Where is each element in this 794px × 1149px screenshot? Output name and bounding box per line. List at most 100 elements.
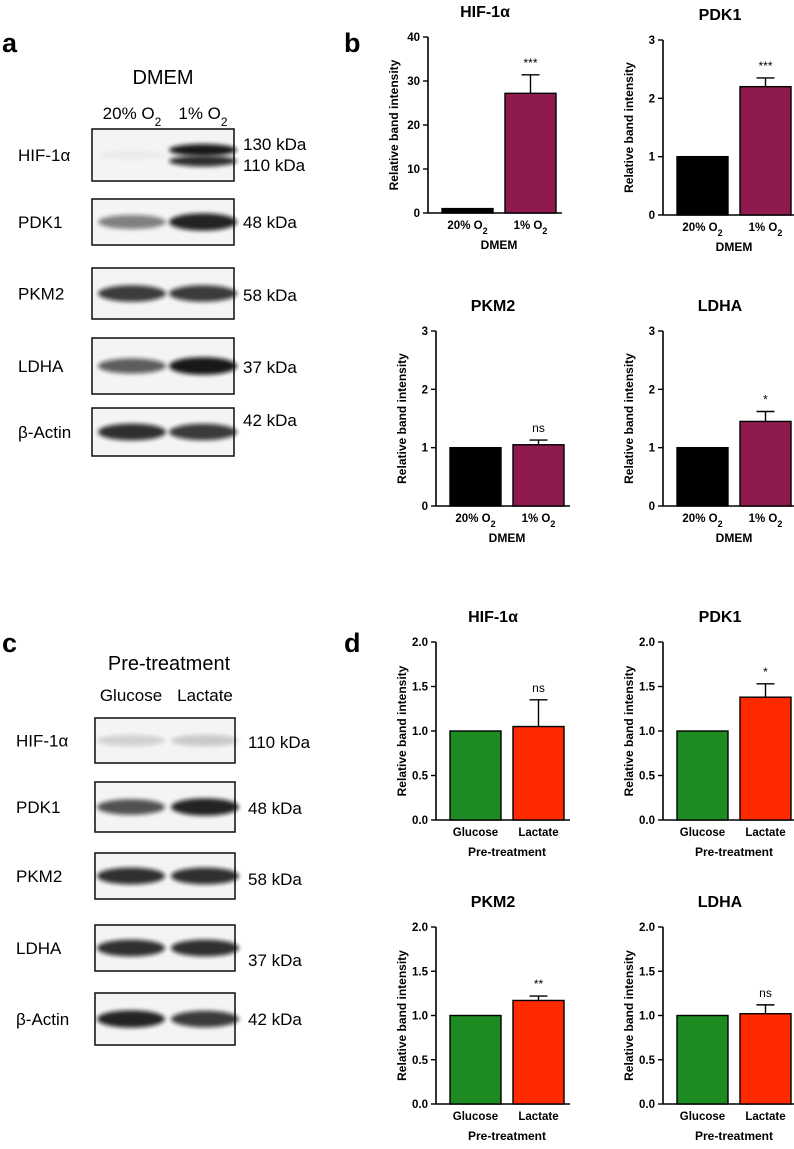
protein-band	[97, 1010, 165, 1028]
chart-title: HIF-1α	[468, 609, 518, 626]
protein-band	[171, 867, 239, 885]
x-tick-label: Glucose	[680, 827, 725, 839]
bar	[739, 420, 792, 507]
protein-band	[98, 358, 166, 374]
bar-chart: HIF-1α Relative band intensity 0.0 0.5 1.0 1.…	[395, 609, 570, 859]
x-tick-label: 1% O2	[514, 220, 548, 236]
bar-chart: LDHA Relative band intensity 0 1 2 3 20% O2 1% …	[622, 298, 794, 545]
blot-protein-label: HIF-1α	[16, 732, 69, 751]
blot-protein-label: β-Actin	[18, 423, 71, 442]
x-tick-label: Lactate	[518, 1111, 558, 1123]
blot-heading: DMEM	[132, 67, 193, 89]
blot-protein-label: HIF-1α	[18, 146, 71, 165]
y-tick-label: 2.0	[412, 922, 428, 934]
x-tick-label: Glucose	[680, 1111, 725, 1123]
blot-protein-label: PDK1	[18, 213, 62, 232]
y-axis-label: Relative band intensity	[395, 950, 409, 1081]
y-axis-label: Relative band intensity	[387, 59, 401, 190]
x-tick-subscript: 2	[542, 226, 547, 236]
y-tick-label: 1	[649, 152, 656, 164]
x-axis-label: Pre-treatment	[695, 845, 773, 859]
y-tick-label: 0	[414, 208, 420, 220]
y-axis-label: Relative band intensity	[622, 950, 636, 1081]
y-tick-label: 2.0	[639, 637, 655, 649]
y-tick-label: 0.5	[412, 771, 429, 783]
y-tick-label: 0.0	[412, 1099, 428, 1111]
panel-letter-b: b	[344, 28, 361, 58]
x-tick-label: 1% O2	[749, 513, 783, 529]
bar	[512, 999, 565, 1105]
protein-band	[98, 423, 166, 441]
x-tick-label: 1% O2	[522, 513, 556, 529]
y-axis-label: Relative band intensity	[622, 353, 636, 484]
y-tick-label: 1.5	[412, 682, 429, 694]
protein-band	[171, 1010, 239, 1028]
bar-chart: PKM2 Relative band intensity 0.0 0.5 1.0 1.5 2…	[395, 894, 570, 1143]
y-tick-label: 1.5	[639, 682, 656, 694]
blot-panel-a: DMEM 20% O2 1% O2 HIF-1α 130 kDa 110 kDa PDK1 4…	[18, 67, 307, 457]
y-axis-label: Relative band intensity	[395, 665, 409, 796]
y-tick-label: 1.0	[639, 1011, 655, 1023]
x-tick-subscript: 2	[550, 519, 555, 529]
significance-label: *	[763, 393, 768, 407]
protein-band	[169, 285, 237, 302]
x-tick-label: 20% O2	[455, 513, 495, 529]
x-tick-subscript: 2	[777, 228, 782, 238]
protein-band	[169, 357, 237, 375]
molecular-weight-label: 110 kDa	[248, 733, 311, 752]
y-tick-label: 1	[649, 443, 656, 455]
blot-row: PKM2 58 kDa	[18, 267, 297, 320]
protein-band	[97, 939, 165, 957]
x-tick-subscript: 2	[718, 519, 723, 529]
x-tick-subscript: 2	[483, 226, 488, 236]
x-tick-label: Glucose	[453, 827, 498, 839]
bar	[449, 446, 502, 507]
y-tick-label: 2	[649, 384, 655, 396]
y-tick-label: 1.5	[639, 966, 656, 978]
panel-letter-c: c	[2, 628, 17, 658]
y-tick-label: 2	[649, 93, 655, 105]
blot-protein-label: PDK1	[16, 798, 60, 817]
bar	[676, 155, 729, 216]
significance-label: ***	[523, 56, 537, 70]
bar	[676, 730, 729, 821]
y-tick-label: 1.5	[412, 966, 429, 978]
blot-panel-c: Pre-treatment Glucose Lactate HIF-1α 110 kDa…	[16, 653, 311, 1046]
lane-condition-label: Lactate	[177, 686, 233, 705]
blot-protein-label: LDHA	[16, 939, 62, 958]
protein-band	[171, 734, 239, 747]
lane-condition-label: 1% O2	[178, 104, 228, 129]
protein-band	[98, 285, 166, 302]
x-tick-label: Glucose	[453, 1111, 498, 1123]
lane-condition-subscript: 2	[221, 115, 228, 129]
bar	[441, 207, 494, 214]
y-tick-label: 1.0	[412, 726, 428, 738]
protein-band	[98, 150, 166, 160]
significance-label: ***	[758, 59, 772, 73]
bar-chart: HIF-1α Relative band intensity 0 10 20 30 40 20…	[387, 4, 562, 252]
y-tick-label: 3	[649, 35, 655, 47]
bar-chart: LDHA Relative band intensity 0.0 0.5 1.0 1.5 2…	[622, 894, 794, 1143]
molecular-weight-label: 58 kDa	[248, 870, 302, 889]
significance-label: ns	[532, 421, 545, 435]
significance-label: ns	[532, 681, 545, 695]
western-blot-layer: DMEM 20% O2 1% O2 HIF-1α 130 kDa 110 kDa PDK1 4…	[16, 67, 311, 1046]
y-tick-label: 1.0	[412, 1011, 428, 1023]
y-tick-label: 30	[407, 76, 420, 88]
y-tick-label: 1.0	[639, 726, 655, 738]
y-tick-label: 0.5	[412, 1055, 429, 1067]
x-tick-subscript: 2	[491, 519, 496, 529]
significance-label: *	[763, 665, 768, 679]
chart-title: PKM2	[471, 894, 516, 911]
molecular-weight-label: 37 kDa	[243, 358, 297, 377]
molecular-weight-label: 37 kDa	[248, 951, 302, 970]
bar	[512, 725, 565, 821]
significance-label: **	[534, 977, 544, 991]
bar	[739, 1013, 792, 1105]
blot-row: LDHA 37 kDa	[16, 924, 302, 972]
chart-title: PKM2	[471, 298, 516, 315]
blot-heading: Pre-treatment	[108, 653, 231, 675]
y-tick-label: 1	[422, 443, 429, 455]
blot-row: β-Actin 42 kDa	[18, 407, 297, 457]
panel-letter-a: a	[2, 28, 18, 58]
